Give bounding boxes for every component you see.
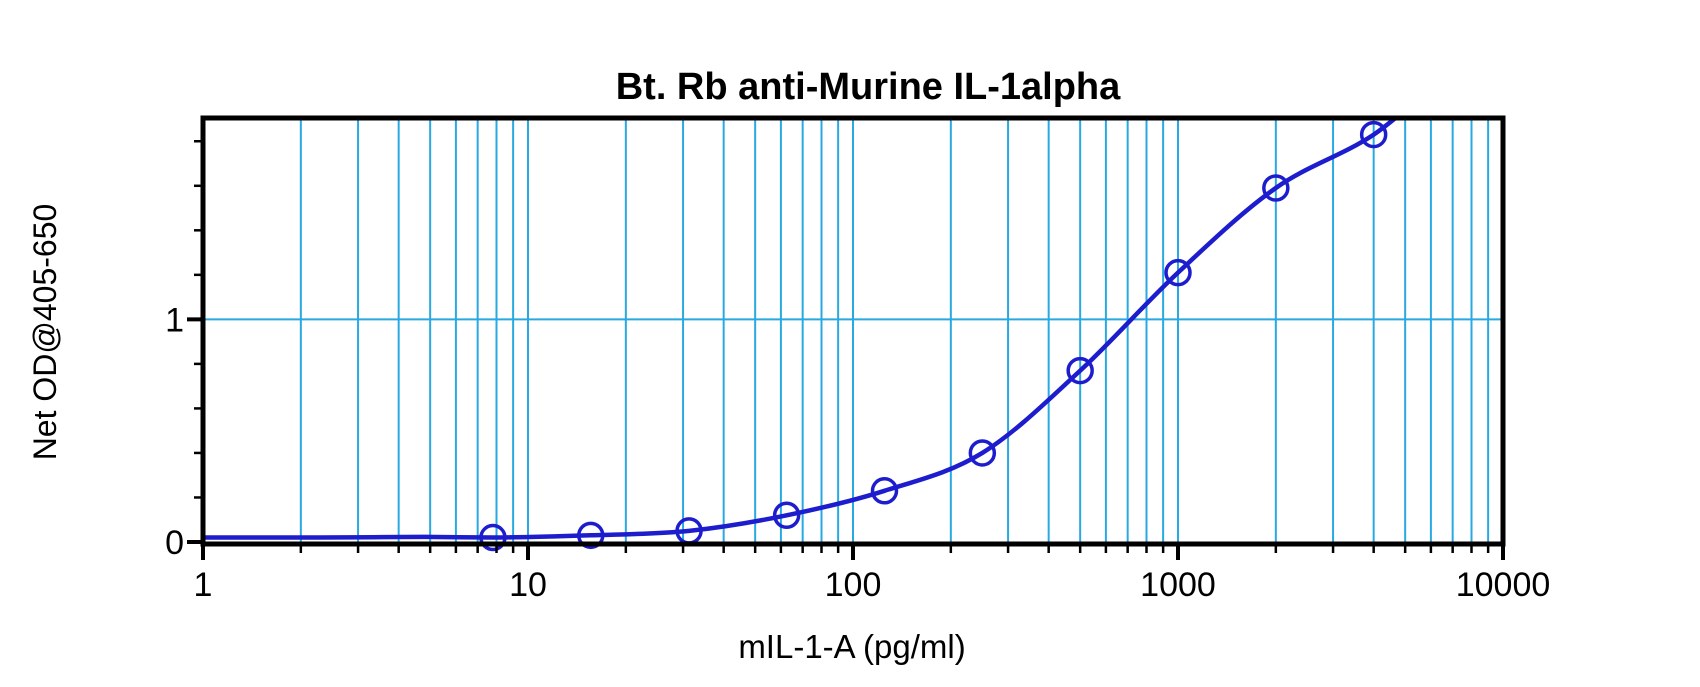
chart-title: Bt. Rb anti-Murine IL-1alpha <box>616 66 1121 108</box>
data-point <box>1164 258 1192 287</box>
data-point-markers <box>479 120 1388 552</box>
x-tick-label: 1000 <box>1140 566 1216 604</box>
x-axis-title: mIL-1-A (pg/ml) <box>738 628 965 665</box>
axis-ticks <box>187 140 1505 560</box>
fit-curve <box>205 120 1397 540</box>
data-point <box>1066 356 1094 385</box>
plot-border <box>200 115 1506 547</box>
data-point <box>772 501 801 530</box>
x-tick-label: 10000 <box>1456 566 1551 604</box>
data-point <box>1262 174 1290 202</box>
x-tick-label: 1 <box>194 566 213 604</box>
data-point <box>1359 120 1388 149</box>
y-tick-label: 0 <box>165 524 184 562</box>
gridlines <box>205 120 1501 542</box>
x-tick-label: 10 <box>509 566 547 604</box>
data-point <box>968 439 997 467</box>
data-point <box>577 521 605 550</box>
data-point <box>479 523 507 552</box>
x-tick-label: 100 <box>825 566 882 604</box>
data-point <box>870 477 899 505</box>
y-axis-title: Net OD@405-650 <box>27 204 63 461</box>
y-tick-label: 1 <box>165 301 184 339</box>
